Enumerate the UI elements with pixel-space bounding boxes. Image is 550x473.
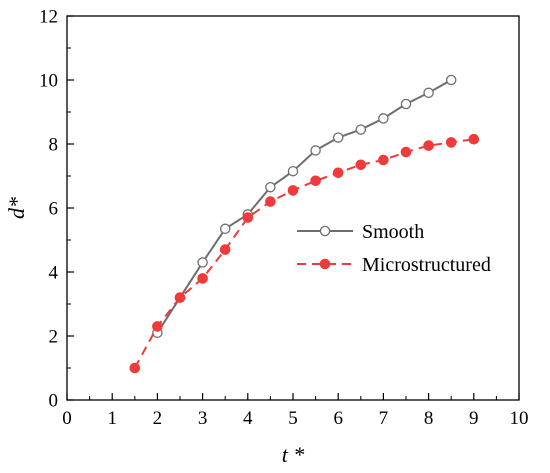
series-line-smooth <box>156 79 452 334</box>
data-point-smooth <box>400 98 412 110</box>
legend-label-smooth: Smooth <box>362 221 424 243</box>
data-point-microstructured <box>378 154 389 166</box>
x-tick-label: 9 <box>469 408 479 429</box>
y-tick-label: 12 <box>39 7 58 28</box>
data-point-microstructured <box>197 273 208 284</box>
y-axis-title: d* <box>4 197 29 219</box>
data-point-microstructured <box>355 159 367 171</box>
y-tick-label: 2 <box>49 327 59 348</box>
x-tick-label: 2 <box>153 408 163 429</box>
y-tick-label: 4 <box>49 263 59 284</box>
x-axis-title: t * <box>282 442 305 467</box>
data-point-smooth <box>332 132 344 143</box>
legend: Smooth Microstructured <box>297 221 491 276</box>
x-tick-label: 6 <box>333 408 343 429</box>
data-point-microstructured <box>310 175 321 187</box>
x-tick-label: 5 <box>288 408 298 429</box>
data-point-microstructured <box>468 133 480 145</box>
x-tick-label: 3 <box>198 408 208 429</box>
y-tick-label: 0 <box>49 391 59 412</box>
data-point-smooth <box>310 145 321 156</box>
data-point-microstructured <box>129 362 141 374</box>
data-point-microstructured <box>332 167 344 179</box>
plot-frame <box>66 15 520 401</box>
y-tick-label: 10 <box>39 71 58 92</box>
data-point-microstructured <box>423 140 434 151</box>
data-point-smooth <box>265 181 276 193</box>
y-tick-label: 8 <box>49 135 59 156</box>
series-layer <box>129 74 480 374</box>
data-point-smooth <box>445 74 457 86</box>
x-tick-label: 1 <box>107 408 117 429</box>
y-tick-label: 6 <box>49 199 59 220</box>
data-point-microstructured <box>174 292 186 303</box>
x-tick-label: 10 <box>510 408 529 429</box>
legend-label-microstructured: Microstructured <box>362 254 491 276</box>
legend-marker-microstructured <box>319 258 331 270</box>
data-point-smooth <box>355 124 367 135</box>
x-tick-label: 0 <box>62 408 72 429</box>
x-tick-label: 7 <box>379 408 389 429</box>
data-point-microstructured <box>152 321 163 332</box>
x-tick-label: 8 <box>424 408 434 429</box>
series-line-microstructured <box>133 138 474 369</box>
x-tick-label: 4 <box>243 408 253 429</box>
legend-marker-smooth <box>319 225 331 237</box>
data-point-microstructured <box>445 137 457 148</box>
data-point-microstructured <box>400 146 412 158</box>
data-point-smooth <box>378 113 389 124</box>
data-point-smooth <box>423 87 434 99</box>
data-point-microstructured <box>219 244 231 255</box>
data-point-smooth <box>197 257 208 268</box>
data-point-microstructured <box>287 185 299 196</box>
data-point-microstructured <box>242 212 254 223</box>
data-point-smooth <box>219 223 231 235</box>
data-point-microstructured <box>265 196 276 207</box>
data-point-smooth <box>287 165 299 177</box>
